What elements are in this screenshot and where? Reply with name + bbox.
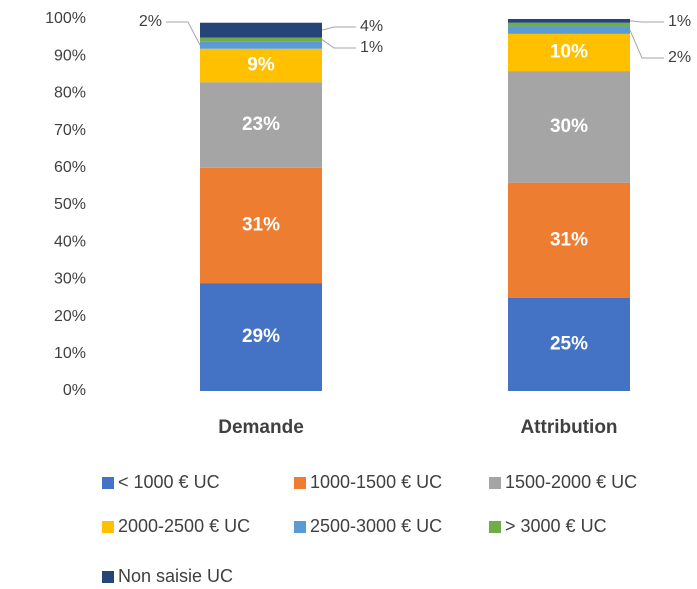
bar-segment bbox=[200, 22, 322, 38]
data-label: 1% bbox=[360, 39, 383, 56]
x-tick-label: Attribution bbox=[520, 417, 617, 438]
legend-label: 2000-2500 € UC bbox=[118, 516, 250, 536]
y-tick-label: 40% bbox=[54, 233, 86, 250]
y-tick-label: 0% bbox=[63, 382, 86, 399]
data-label: 29% bbox=[242, 326, 280, 347]
y-tick-label: 50% bbox=[54, 196, 86, 213]
bar-segment bbox=[200, 82, 322, 168]
legend-label: < 1000 € UC bbox=[118, 472, 220, 492]
bar-segment bbox=[200, 41, 322, 49]
data-label: 10% bbox=[550, 41, 588, 62]
data-label: 25% bbox=[550, 334, 588, 355]
data-label: 31% bbox=[242, 214, 280, 235]
y-tick-label: 70% bbox=[54, 122, 86, 139]
legend-swatch bbox=[294, 477, 306, 489]
bar-segment bbox=[508, 298, 630, 391]
data-label: 2% bbox=[139, 13, 162, 30]
data-label: 30% bbox=[550, 116, 588, 137]
y-tick-label: 60% bbox=[54, 159, 86, 176]
legend-label: 1000-1500 € UC bbox=[310, 472, 442, 492]
leader-line bbox=[166, 21, 201, 46]
data-label: 1% bbox=[668, 13, 691, 30]
leader-line bbox=[321, 26, 356, 31]
y-tick-label: 100% bbox=[45, 10, 86, 27]
legend-label: Non saisie UC bbox=[118, 566, 233, 586]
y-tick-label: 30% bbox=[54, 271, 86, 288]
x-tick-label: Demande bbox=[218, 417, 304, 438]
legend-swatch bbox=[102, 521, 114, 533]
bar-segment bbox=[200, 37, 322, 42]
y-tick-label: 80% bbox=[54, 85, 86, 102]
data-label: 31% bbox=[550, 229, 588, 250]
data-label: 9% bbox=[247, 55, 275, 76]
bar-segment bbox=[508, 33, 630, 72]
y-tick-label: 20% bbox=[54, 308, 86, 325]
bar-segment bbox=[508, 19, 630, 23]
legend-swatch bbox=[102, 571, 114, 583]
legend-label: 1500-2000 € UC bbox=[505, 472, 637, 492]
leader-line bbox=[629, 29, 664, 59]
bar-segment bbox=[508, 26, 630, 34]
y-tick-label: 90% bbox=[54, 47, 86, 64]
bar-segment bbox=[200, 48, 322, 83]
bar-segment bbox=[508, 182, 630, 298]
legend-swatch bbox=[489, 521, 501, 533]
legend-label: > 3000 € UC bbox=[505, 516, 607, 536]
y-tick-label: 10% bbox=[54, 345, 86, 362]
leader-line bbox=[629, 20, 664, 23]
legend-swatch bbox=[102, 477, 114, 489]
bar-segment bbox=[508, 22, 630, 27]
data-label: 2% bbox=[668, 49, 691, 66]
leader-line bbox=[321, 39, 356, 49]
legend-swatch bbox=[489, 477, 501, 489]
bar-segment bbox=[200, 283, 322, 391]
bar-segment bbox=[508, 71, 630, 183]
legend-swatch bbox=[294, 521, 306, 533]
data-label: 4% bbox=[360, 18, 383, 35]
data-label: 23% bbox=[242, 114, 280, 135]
legend-label: 2500-3000 € UC bbox=[310, 516, 442, 536]
bar-segment bbox=[200, 167, 322, 284]
